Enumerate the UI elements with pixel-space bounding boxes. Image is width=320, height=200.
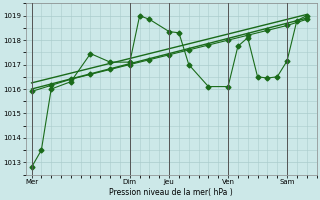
X-axis label: Pression niveau de la mer( hPa ): Pression niveau de la mer( hPa ) — [109, 188, 233, 197]
